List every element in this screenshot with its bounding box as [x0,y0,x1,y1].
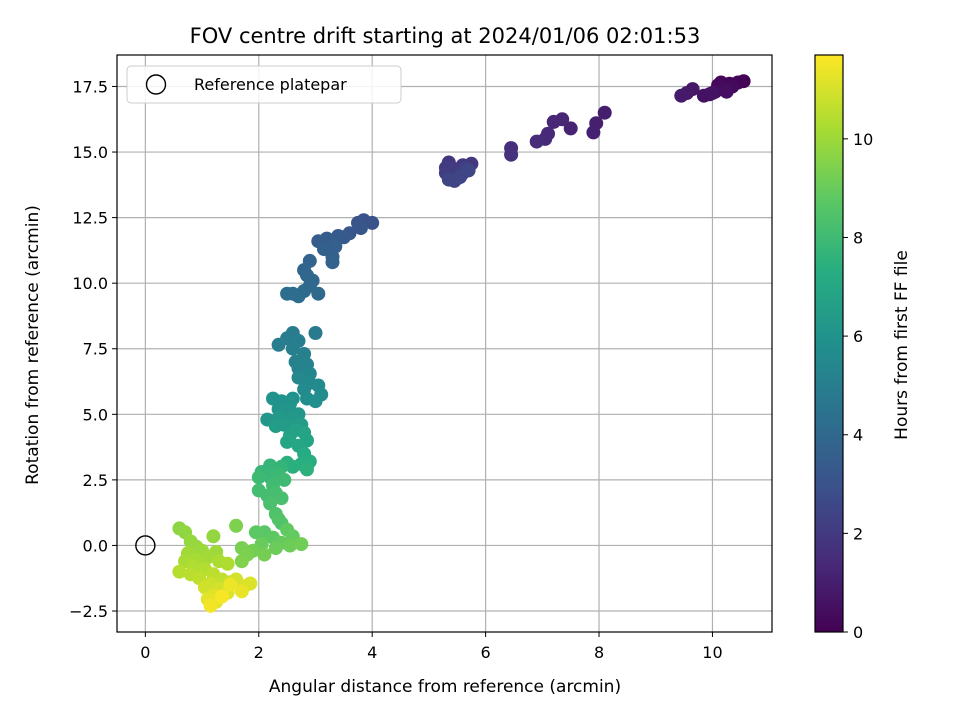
data-point [283,538,297,553]
data-point [563,121,578,136]
data-point [271,337,286,352]
data-point [441,172,456,187]
data-point [597,105,612,120]
data-point [206,529,221,544]
data-point [308,394,323,409]
data-point [271,512,286,527]
grid [117,55,772,632]
colorbar-ticks: 0 2 4 6 8 10 [843,130,873,642]
data-point [234,554,249,569]
data-point [325,255,340,270]
data-point [268,541,283,556]
legend-box [126,65,402,104]
data-point [294,537,309,552]
colorbar-title: Hours from first FF file [892,250,912,440]
y-tick-label: 0.0 [83,536,108,555]
data-point [308,326,323,340]
x-tick-label: 4 [367,643,377,662]
data-point [586,125,601,140]
y-tick-label: −2.5 [69,602,108,621]
data-point [529,134,544,149]
chart-title: FOV centre drift starting at 2024/01/06 … [190,24,701,48]
data-point [674,88,689,103]
data-point [280,286,295,301]
x-tick-label: 2 [254,643,264,662]
data-point [719,84,734,99]
data-point [257,547,272,562]
y-tick-label: 5.0 [83,405,108,424]
y-tick-label: 2.5 [83,471,108,490]
colorbar-tick-label: 8 [853,228,863,247]
colorbar: 0 2 4 6 8 10 Hours from first FF file [814,54,912,642]
data-point [234,584,249,599]
y-axis-title: Rotation from reference (arcmin) [23,205,43,485]
data-point [200,550,215,565]
plot-area [116,54,773,633]
data-point [203,598,218,613]
data-point [268,419,283,434]
data-point [280,434,295,449]
x-tick-label: 8 [594,643,604,662]
colorbar-tick-label: 4 [853,426,863,445]
data-point [274,491,289,506]
colorbar-tick-label: 10 [853,130,873,149]
plot-background [117,55,772,632]
y-tick-label: 15.0 [72,143,108,162]
colorbar-frame [814,54,844,633]
y-tick-label: 10.0 [72,274,108,293]
x-axis-ticks: 0 2 4 6 8 10 [140,632,723,662]
data-point [705,86,720,100]
data-point [300,462,314,477]
data-point [461,163,476,178]
x-tick-label: 0 [140,643,150,662]
reference-platepar-marker [135,535,156,556]
colorbar-gradient [815,55,843,632]
legend-label: Reference platepar [194,75,347,94]
data-point [353,221,368,236]
data-point [251,470,266,485]
data-point [311,286,326,301]
x-tick-label: 10 [702,643,722,662]
y-axis-ticks: −2.5 0.0 2.5 5.0 7.5 10.0 12.5 15.0 17.5 [69,77,117,621]
x-tick-label: 6 [481,643,491,662]
data-point [546,114,561,129]
legend-marker-open-circle [145,74,167,95]
data-point [263,496,278,511]
y-tick-label: 17.5 [72,77,108,96]
colorbar-tick-label: 2 [853,524,863,543]
data-point [229,518,244,533]
scatter-points [172,74,751,613]
data-point [220,556,235,571]
plot-frame [116,54,773,633]
y-tick-label: 12.5 [72,209,108,228]
data-point [277,472,292,487]
data-point [266,391,280,406]
data-point [223,577,238,592]
colorbar-tick-label: 6 [853,327,863,346]
data-point [285,341,300,356]
colorbar-tick-label: 0 [853,623,863,642]
x-axis-title: Angular distance from reference (arcmin) [269,677,621,697]
data-point [172,564,187,579]
data-point [504,147,519,162]
data-point [248,525,263,540]
data-point [291,370,306,385]
y-tick-label: 7.5 [83,340,108,359]
data-point [214,589,229,604]
legend: Reference platepar [126,65,402,104]
